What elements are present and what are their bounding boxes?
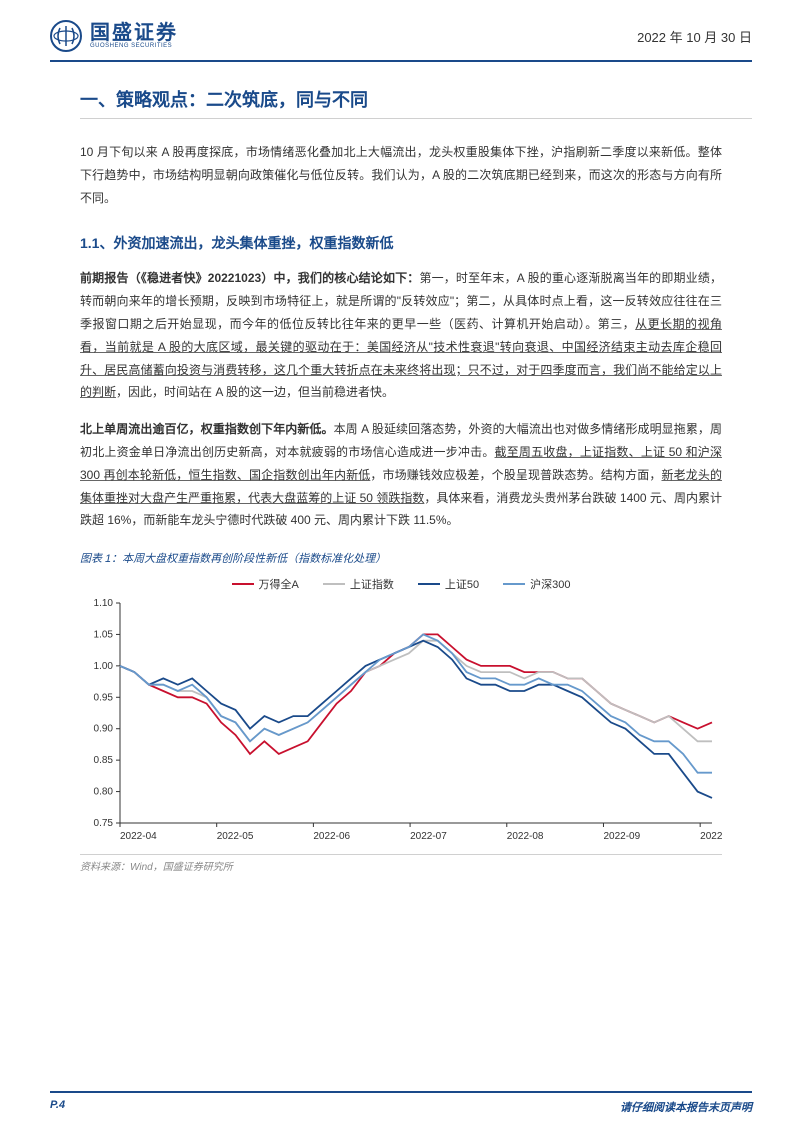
subsection-title: 1.1、外资加速流出，龙头集体重挫，权重指数新低	[80, 233, 722, 253]
para2-lead: 北上单周流出逾百亿，权重指数创下年内新低。	[80, 422, 334, 436]
svg-text:2022-09: 2022-09	[603, 831, 640, 842]
svg-text:2022-05: 2022-05	[217, 831, 254, 842]
chart-caption: 图表 1：本周大盘权重指数再创阶段性新低（指数标准化处理）	[80, 550, 722, 566]
svg-text:2022-04: 2022-04	[120, 831, 157, 842]
company-name-en: GUOSHENG SECURITIES	[90, 43, 178, 49]
svg-text:1.00: 1.00	[94, 661, 114, 672]
page-number: P.4	[50, 1099, 65, 1115]
svg-text:0.90: 0.90	[94, 724, 114, 735]
chart-legend: 万得全A 上证指数 上证50 沪深300	[80, 570, 722, 598]
page-header: 国盛证券 GUOSHENG SECURITIES 2022 年 10 月 30 …	[50, 0, 752, 62]
company-logo-icon	[50, 20, 82, 52]
section-title: 一、策略观点：二次筑底，同与不同	[80, 86, 752, 119]
svg-text:2022-07: 2022-07	[410, 831, 447, 842]
para1-lead: 前期报告（《稳进者快》20221023）中，我们的核心结论如下：	[80, 271, 419, 285]
legend-item: 上证指数	[323, 576, 394, 592]
intro-paragraph: 10 月下旬以来 A 股再度探底，市场情绪恶化叠加北上大幅流出，龙头权重股集体下…	[80, 141, 722, 209]
logo-block: 国盛证券 GUOSHENG SECURITIES	[50, 20, 178, 52]
svg-text:0.75: 0.75	[94, 818, 114, 829]
svg-text:1.05: 1.05	[94, 630, 114, 641]
page-footer: P.4 请仔细阅读本报告末页声明	[50, 1091, 752, 1115]
para2-mid: ，市场赚钱效应极差，个股呈现普跌态势。结构方面，	[370, 468, 661, 482]
svg-text:1.10: 1.10	[94, 598, 114, 609]
svg-text:0.95: 0.95	[94, 692, 114, 703]
svg-text:2022-06: 2022-06	[313, 831, 350, 842]
legend-item: 沪深300	[503, 576, 570, 592]
svg-text:2022-08: 2022-08	[507, 831, 544, 842]
footer-disclaimer: 请仔细阅读本报告末页声明	[620, 1099, 752, 1115]
legend-item: 上证50	[418, 576, 479, 592]
svg-text:2022-10: 2022-10	[700, 831, 722, 842]
logo-text: 国盛证券 GUOSHENG SECURITIES	[90, 23, 178, 49]
svg-text:0.80: 0.80	[94, 787, 114, 798]
report-date: 2022 年 10 月 30 日	[637, 27, 752, 46]
svg-text:0.85: 0.85	[94, 755, 114, 766]
chart-source: 资料来源：Wind，国盛证券研究所	[80, 854, 722, 873]
chart-svg: 0.75 0.80 0.85 0.90 0.95 1.00 1.05 1.10 2022-04 2…	[80, 598, 722, 848]
paragraph-1: 前期报告（《稳进者快》20221023）中，我们的核心结论如下：第一，时至年末，…	[80, 267, 722, 404]
company-name: 国盛证券	[90, 23, 178, 43]
line-chart: 万得全A 上证指数 上证50 沪深300 0.75 0.80 0.85 0.90 0.95 1.…	[80, 570, 722, 850]
legend-item: 万得全A	[232, 576, 299, 592]
para1-tail: ，因此，时间站在 A 股的这一边，但当前稳进者快。	[116, 385, 394, 399]
paragraph-2: 北上单周流出逾百亿，权重指数创下年内新低。本周 A 股延续回落态势，外资的大幅流…	[80, 418, 722, 532]
